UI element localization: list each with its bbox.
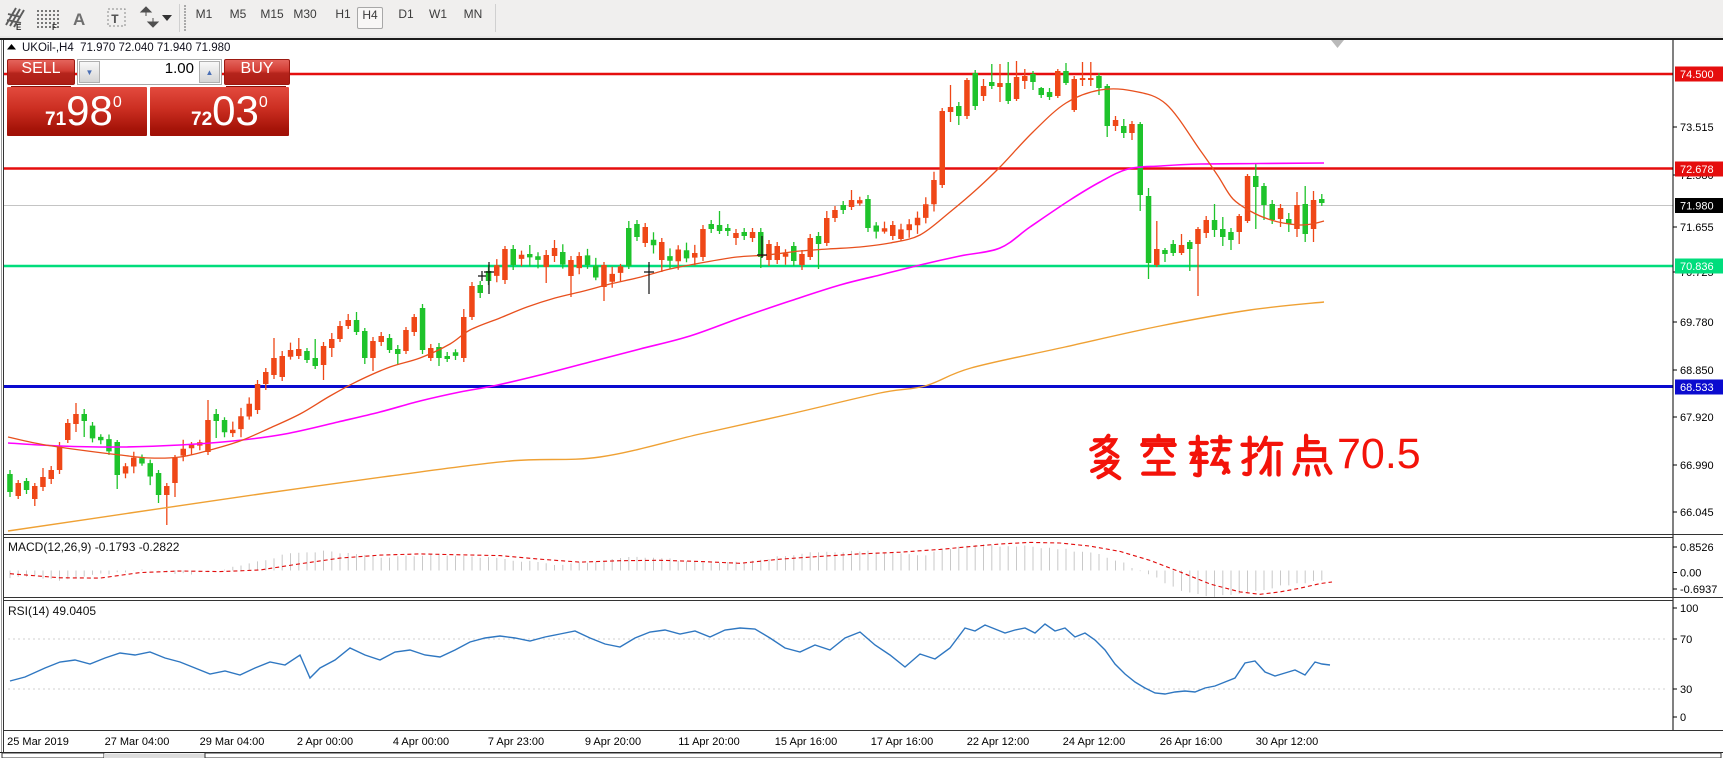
svg-text:0.00: 0.00 — [1680, 568, 1701, 580]
svg-text:4 Apr 00:00: 4 Apr 00:00 — [393, 736, 449, 748]
svg-text:29 Mar 04:00: 29 Mar 04:00 — [200, 736, 265, 748]
svg-text:22 Apr 12:00: 22 Apr 12:00 — [967, 736, 1029, 748]
svg-text:68.533: 68.533 — [1680, 382, 1714, 394]
svg-text:100: 100 — [1680, 603, 1698, 615]
svg-text:71.980: 71.980 — [1680, 201, 1714, 213]
svg-text:30 Apr 12:00: 30 Apr 12:00 — [1256, 736, 1318, 748]
svg-text:UKOil-,H4 71.970 72.040 71.94: UKOil-,H4 71.970 72.040 71.940 71.980 — [22, 42, 230, 54]
svg-text:69.780: 69.780 — [1680, 317, 1714, 329]
svg-text:2 Apr 00:00: 2 Apr 00:00 — [297, 736, 353, 748]
svg-text:A: A — [73, 10, 85, 29]
svg-text:0: 0 — [1680, 712, 1686, 724]
svg-text:15 Apr 16:00: 15 Apr 16:00 — [775, 736, 837, 748]
svg-text:68.850: 68.850 — [1680, 365, 1714, 377]
svg-text:25 Mar 2019: 25 Mar 2019 — [7, 736, 69, 748]
svg-text:70.836: 70.836 — [1680, 261, 1714, 273]
svg-text:9 Apr 20:00: 9 Apr 20:00 — [585, 736, 641, 748]
svg-text:30: 30 — [1680, 684, 1692, 696]
svg-text:66.045: 66.045 — [1680, 507, 1714, 519]
svg-text:24 Apr 12:00: 24 Apr 12:00 — [1063, 736, 1125, 748]
svg-text:73.515: 73.515 — [1680, 122, 1714, 134]
svg-text:26 Apr 16:00: 26 Apr 16:00 — [1160, 736, 1222, 748]
svg-text:11 Apr 20:00: 11 Apr 20:00 — [678, 736, 740, 748]
svg-text:72.678: 72.678 — [1680, 164, 1714, 176]
svg-text:70: 70 — [1680, 634, 1692, 646]
svg-text:E: E — [16, 23, 22, 32]
svg-text:66.990: 66.990 — [1680, 460, 1714, 472]
svg-text:-0.6937: -0.6937 — [1680, 584, 1717, 596]
svg-text:0.8526: 0.8526 — [1680, 542, 1714, 554]
svg-text:F: F — [52, 23, 57, 32]
svg-text:74.500: 74.500 — [1680, 69, 1714, 81]
svg-text:70.5: 70.5 — [1337, 430, 1421, 478]
svg-text:T: T — [111, 12, 119, 27]
svg-text:7 Apr 23:00: 7 Apr 23:00 — [488, 736, 544, 748]
svg-text:71.655: 71.655 — [1680, 222, 1714, 234]
svg-text:67.920: 67.920 — [1680, 412, 1714, 424]
svg-text:27 Mar 04:00: 27 Mar 04:00 — [105, 736, 170, 748]
svg-text:17 Apr 16:00: 17 Apr 16:00 — [871, 736, 933, 748]
